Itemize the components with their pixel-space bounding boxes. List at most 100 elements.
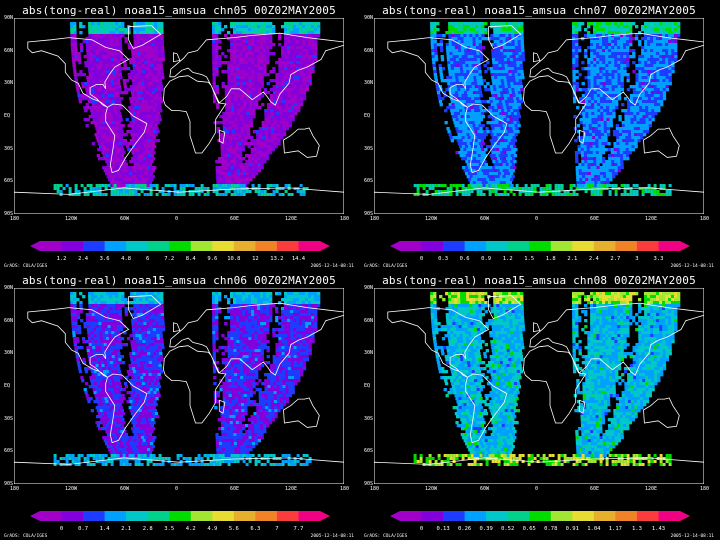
colorbar-tick-label: 1.2 <box>502 256 513 262</box>
y-tick-label: EQ <box>4 113 11 119</box>
y-tick-label: EQ <box>4 383 11 389</box>
colorbar-tick-label: 0.78 <box>544 526 558 532</box>
footer-timestamp: 2005-12-14-08:11 <box>310 534 354 539</box>
y-tick-label: 60N <box>4 317 14 324</box>
colorbar-segment <box>550 241 573 251</box>
colorbar-tick-label: 3.6 <box>99 256 110 262</box>
colorbar-labels: 0 0.13 0.26 0.39 0.52 0.65 0.78 0.91 1.04 1.17 1.3… <box>390 526 690 536</box>
colorbar-tick-label: 12 <box>252 256 259 262</box>
colorbar-tick-label: 0.39 <box>479 526 493 532</box>
colorbar-segment <box>443 241 466 251</box>
colorbar-segment <box>126 511 149 521</box>
colorbar-segment <box>572 241 595 251</box>
colorbar-tick-label: 2.7 <box>610 256 621 262</box>
colorbar-segment <box>147 511 170 521</box>
x-tick-label: 120W <box>65 486 78 492</box>
colorbar-segment <box>636 241 659 251</box>
colorbar-tick-label: 7.7 <box>293 526 304 532</box>
swath-cells <box>413 22 681 196</box>
colorbar-segment <box>464 511 487 521</box>
x-tick-label: 60W <box>480 486 490 492</box>
colorbar-tick-label: 1.5 <box>524 256 535 262</box>
map-panel-p06: abs(tong-real) noaa15_amsua chn06 00Z02M… <box>4 272 354 539</box>
footer-credit: GrADS: COLA/IGES <box>4 264 48 269</box>
y-tick-label: 90S <box>4 481 14 487</box>
colorbar-tick-label: 5.6 <box>228 526 239 532</box>
colorbar-segment <box>83 241 106 251</box>
colorbar-segment <box>400 241 423 251</box>
x-tick-label: 120E <box>645 486 658 492</box>
colorbar-segment <box>104 241 127 251</box>
colorbar-segment <box>126 241 149 251</box>
colorbar-tick-label: 3 <box>635 256 639 262</box>
colorbar-tick-label: 2.4 <box>78 256 89 262</box>
colorbar-segment <box>550 511 573 521</box>
colorbar-tick-label: 6 <box>146 256 150 262</box>
y-tick-label: 30S <box>4 145 14 152</box>
y-tick-label: EQ <box>364 113 371 119</box>
y-tick-label: 30S <box>364 145 374 152</box>
coastlines <box>374 295 704 484</box>
x-tick-label: 180 <box>340 486 350 492</box>
x-tick-label: 180 <box>370 216 380 222</box>
x-tick-label: 120E <box>285 486 298 492</box>
colorbar-tick-label: 2.1 <box>567 256 578 262</box>
colorbar-tick-label: 4.8 <box>121 256 132 262</box>
colorbar-segment <box>276 511 299 521</box>
panel-title: abs(tong-real) noaa15_amsua chn07 00Z02M… <box>382 4 696 17</box>
y-tick-label: 60S <box>4 448 14 455</box>
y-tick-label: 60S <box>4 178 14 185</box>
colorbar-tick-label: 2.4 <box>588 256 599 262</box>
footer-credit: GrADS: COLA/IGES <box>364 264 408 269</box>
colorbar-segment <box>658 241 681 251</box>
y-tick-label: 30S <box>4 415 14 422</box>
colorbar-tick-label: 1.3 <box>631 526 642 532</box>
y-tick-label: 60N <box>364 317 374 324</box>
colorbar-tick-label: 6.3 <box>250 526 261 532</box>
y-tick-label: 90S <box>364 481 374 487</box>
colorbar-segment <box>212 241 235 251</box>
colorbar-tick-label: 9.6 <box>207 256 218 262</box>
colorbar-tick-label: 1.4 <box>99 526 110 532</box>
colorbar-segment <box>169 511 192 521</box>
x-tick-label: 180 <box>700 486 710 492</box>
x-tick-label: 180 <box>10 486 20 492</box>
colorbar-segment <box>190 511 213 521</box>
swath-map <box>374 18 704 214</box>
colorbar-tick-label: 0 <box>59 526 64 532</box>
colorbar-tick-label: 3.3 <box>653 256 664 262</box>
swath-map <box>14 288 344 484</box>
colorbar-segment <box>255 241 278 251</box>
colorbar-segment <box>83 511 106 521</box>
footer-timestamp: 2005-12-14-08:11 <box>670 534 714 539</box>
colorbar-tick-label: 0 <box>419 256 424 262</box>
x-tick-label: 180 <box>10 216 20 222</box>
x-tick-label: 120W <box>65 216 78 222</box>
colorbar-tick-label: 7.2 <box>164 256 175 262</box>
colorbar-segment <box>529 241 552 251</box>
colorbar-tick-label: 0.91 <box>565 526 579 532</box>
footer-credit: GrADS: COLA/IGES <box>364 534 408 539</box>
colorbar <box>30 241 330 251</box>
y-tick-label: 90N <box>364 15 374 21</box>
colorbar-segment <box>486 511 509 521</box>
colorbar-tick-label: 0.65 <box>522 526 536 532</box>
colorbar-segment <box>421 241 444 251</box>
x-tick-label: 0 <box>175 216 179 222</box>
colorbar-tick-label: 0.6 <box>459 256 470 262</box>
colorbar-segment <box>104 511 127 521</box>
panel-title: abs(tong-real) noaa15_amsua chn05 00Z02M… <box>22 4 336 17</box>
x-tick-label: 120E <box>285 216 298 222</box>
colorbar-segment <box>233 241 256 251</box>
colorbar-tick-label: 8.4 <box>185 256 196 262</box>
colorbar-tick-label: 4.9 <box>207 526 218 532</box>
colorbar-tick-label: 0.26 <box>457 526 472 532</box>
colorbar-segment <box>276 241 299 251</box>
colorbar-tick-label: 0 <box>419 526 424 532</box>
footer-timestamp: 2005-12-14-08:11 <box>670 264 714 269</box>
colorbar-tick-label: 10.8 <box>227 256 241 262</box>
colorbar-segment <box>658 511 681 521</box>
colorbar-segment <box>40 511 63 521</box>
colorbar-segment <box>636 511 659 521</box>
colorbar-segment <box>255 511 278 521</box>
